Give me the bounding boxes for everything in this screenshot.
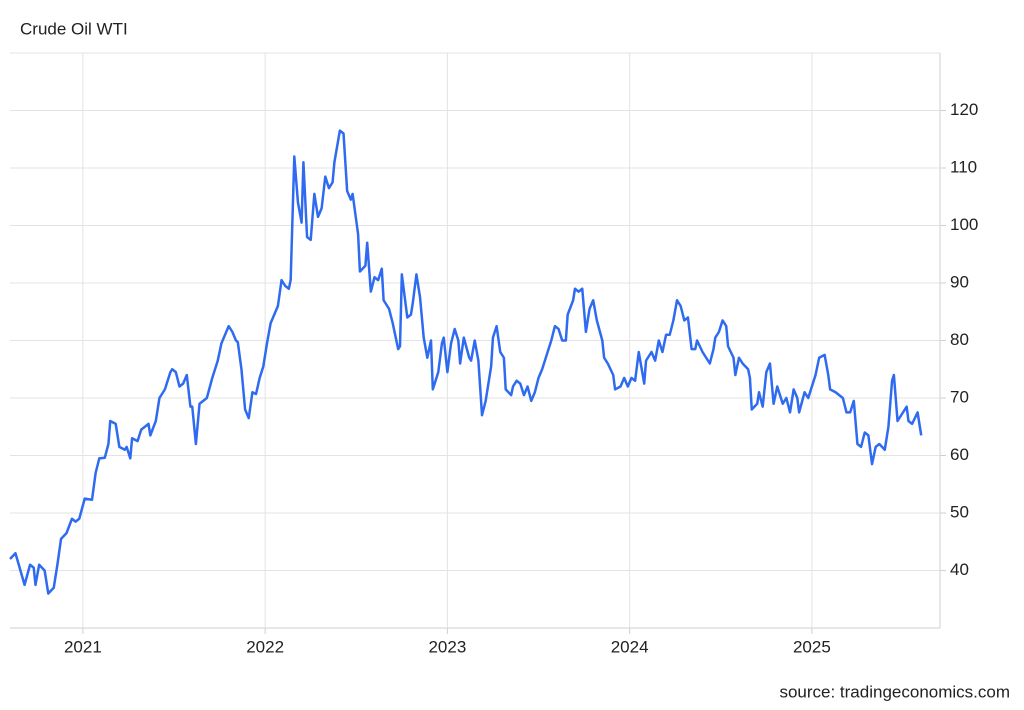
x-tick-label: 2025 xyxy=(793,637,831,656)
x-tick-label: 2021 xyxy=(64,637,102,656)
y-tick-label: 50 xyxy=(950,502,969,521)
y-tick-label: 60 xyxy=(950,445,969,464)
y-tick-label: 70 xyxy=(950,387,969,406)
y-tick-label: 100 xyxy=(950,215,978,234)
x-tick-label: 2023 xyxy=(428,637,466,656)
x-tick-label: 2024 xyxy=(611,637,649,656)
price-line xyxy=(9,129,923,595)
y-tick-label: 80 xyxy=(950,330,969,349)
source: source: tradingeconomics.com xyxy=(779,682,1010,701)
y-tick-label: 110 xyxy=(950,157,977,176)
y-tick-label: 90 xyxy=(950,272,969,291)
chart-title: Crude Oil WTI xyxy=(20,19,128,38)
y-tick-label: 120 xyxy=(950,100,978,119)
x-tick-label: 2022 xyxy=(246,637,284,656)
y-tick-label: 40 xyxy=(950,560,969,579)
